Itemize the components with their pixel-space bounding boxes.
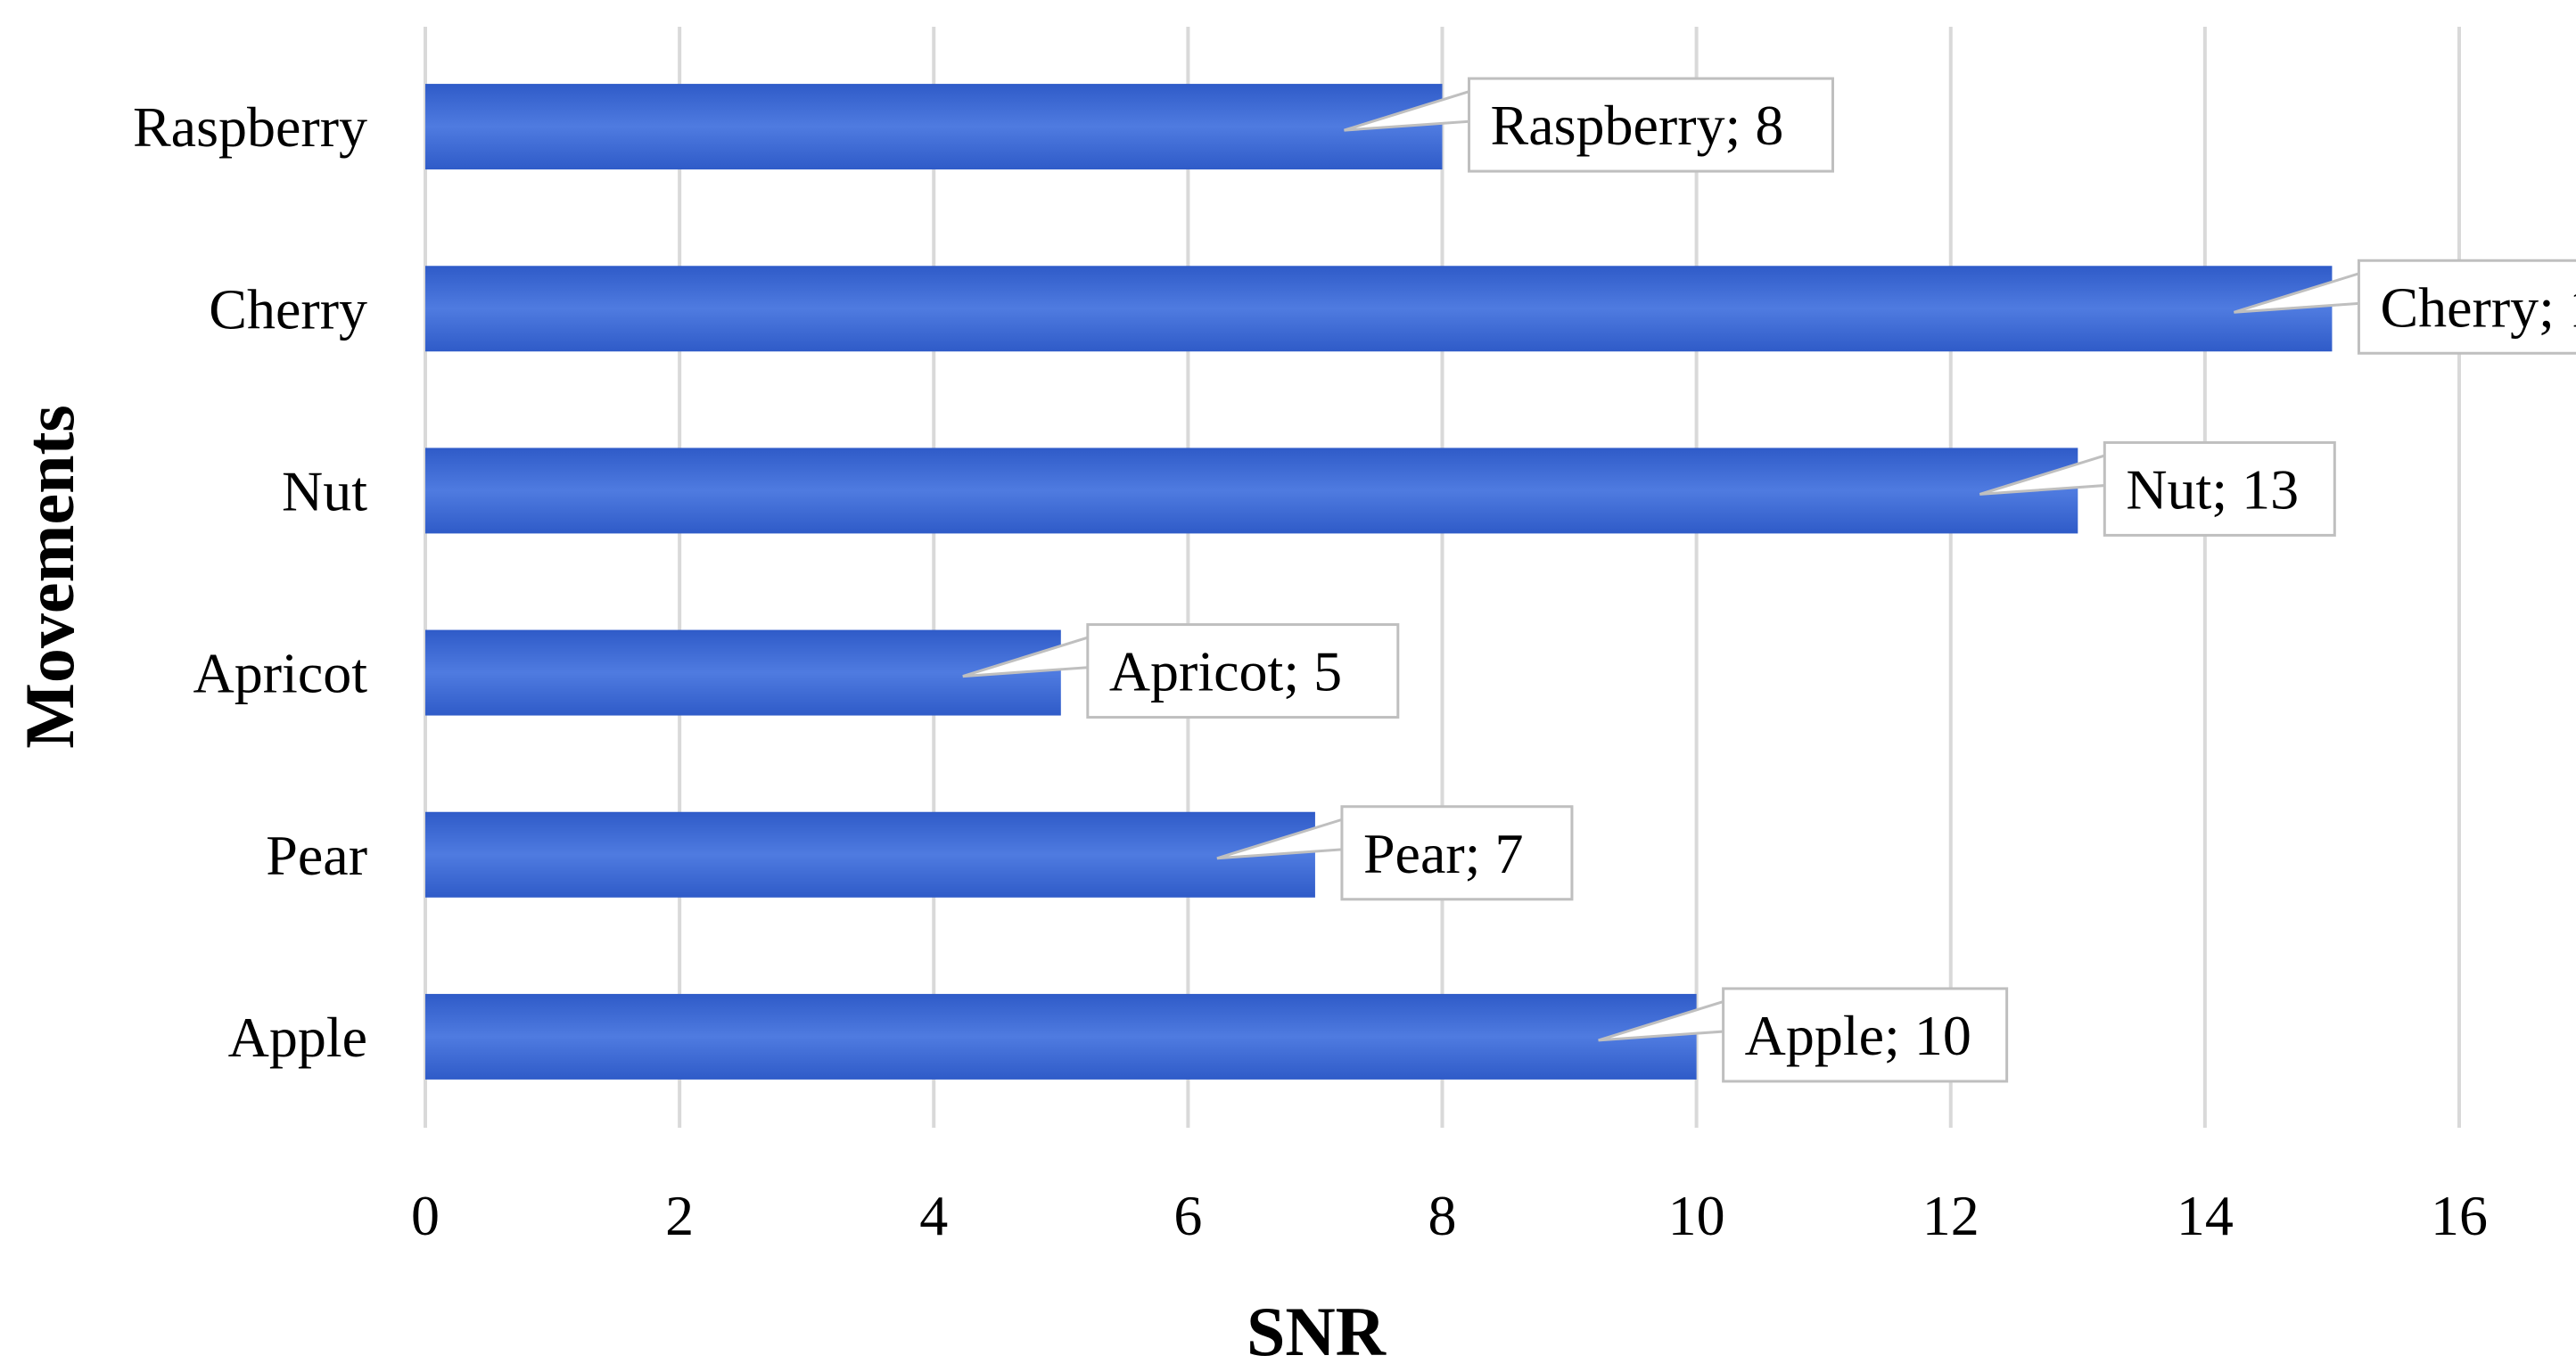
data-label: Cherry; 15 [2380,275,2576,339]
bar-pear [425,811,1315,898]
x-tick-label: 2 [665,1184,694,1247]
bar-apricot [425,629,1061,716]
callout-seam [1470,80,1477,170]
x-tick-label: 12 [1922,1184,1979,1247]
callout-box [1340,805,1574,901]
category-label: Apple [228,1006,367,1069]
data-label-callout: Cherry; 15 [2233,259,2576,355]
bars [425,84,2333,1080]
callout-box [1468,77,1834,173]
data-label-callout: Pear; 7 [1216,805,1574,901]
x-tick-labels: 0 2 4 6 8 10 12 14 16 [411,1184,2488,1247]
category-label: Nut [282,459,367,522]
category-label: Apricot [193,642,368,705]
category-label: Cherry [209,277,367,341]
data-label-callout: Nut; 13 [1979,440,2336,537]
data-labels: Apple; 10 Pear; 7 Apricot; 5 Nut; 13 Cherry;… [962,77,2576,1083]
data-label: Raspberry; 8 [1491,94,1784,157]
gridlines [424,27,2461,1128]
data-label-callout: Apple; 10 [1598,987,2009,1083]
bar-nut [425,448,2078,534]
x-tick-label: 6 [1173,1184,1202,1247]
x-tick-label: 10 [1668,1184,1725,1247]
x-tick-label: 14 [2177,1184,2234,1247]
callout-seam [2106,444,2112,534]
data-label: Apricot; 5 [1109,640,1342,703]
category-label: Pear [266,824,367,887]
x-tick-label: 0 [411,1184,440,1247]
callout-seam [1343,808,1349,898]
data-label: Apple; 10 [1745,1004,1971,1067]
x-axis-title: SNR [1247,1293,1387,1370]
bar-raspberry [425,84,1443,170]
callout-box [2103,440,2336,537]
x-tick-label: 4 [919,1184,948,1247]
x-tick-label: 16 [2431,1184,2488,1247]
category-labels: Apple Pear Apricot Nut Cherry Raspberry [133,95,367,1069]
callout-seam [1724,990,1731,1080]
callout-seam [1089,626,1095,716]
x-tick-label: 8 [1428,1184,1457,1247]
data-label-callout: Raspberry; 8 [1344,77,1834,173]
callout-box [1086,623,1400,719]
y-axis-title: Movements [11,405,88,749]
data-label-callout: Apricot; 5 [962,623,1400,719]
bar-cherry [425,266,2333,352]
bar-apple [425,993,1697,1080]
data-label: Pear; 7 [1363,822,1524,885]
callout-box [1722,987,2009,1083]
callout-seam [2360,262,2366,352]
callout-box [2357,259,2576,355]
category-label: Raspberry [133,95,367,159]
data-label: Nut; 13 [2126,457,2299,521]
